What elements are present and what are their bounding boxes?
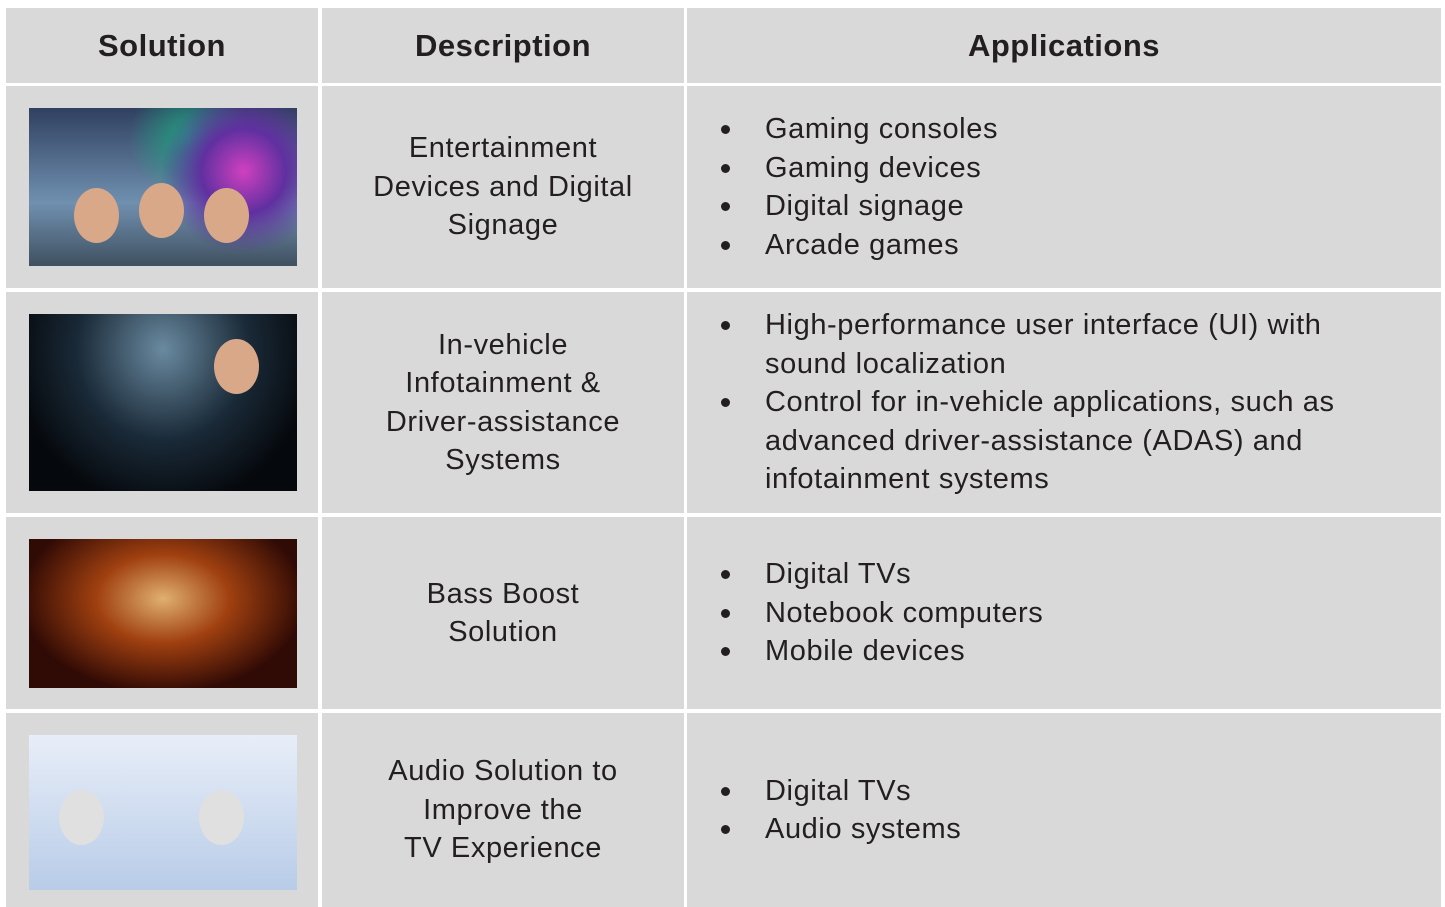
solution-image: [29, 108, 297, 266]
applications-cell: Digital TVs Audio systems: [687, 713, 1441, 907]
applications-cell: High-performance user interface (UI) wit…: [687, 292, 1441, 513]
application-list: Digital TVs Audio systems: [717, 772, 1357, 849]
header-cell: Solution: [6, 8, 318, 83]
description-line: Driver-assistance: [385, 405, 621, 438]
solution-image: [29, 539, 297, 688]
face: [204, 188, 249, 243]
application-item: Control for in-vehicle applications, suc…: [717, 383, 1357, 499]
description-line: Audio Solution to: [388, 755, 618, 788]
application-item: Digital signage: [717, 187, 1357, 226]
solution-cell: [6, 517, 318, 709]
description-line: In-vehicle: [437, 328, 569, 361]
applications-cell: Gaming consoles Gaming devices Digital sig…: [687, 86, 1441, 288]
description-line: Infotainment &: [405, 367, 601, 399]
description-line: Solution: [448, 616, 558, 648]
solution-cell: [6, 292, 318, 513]
face: [199, 790, 244, 845]
description-line: Entertainment: [408, 132, 598, 165]
description-cell: Bass Boost Solution: [322, 517, 684, 709]
header-cell: Applications: [687, 8, 1441, 83]
description-cell: Entertainment Devices and Digital Signage: [322, 86, 684, 288]
description-line: Bass Boost: [426, 577, 580, 610]
application-item: Mobile devices: [717, 632, 1357, 671]
face: [74, 188, 119, 243]
solution-cell: [6, 86, 318, 288]
description-cell: In-vehicle Infotainment & Driver-assistanc…: [322, 292, 684, 513]
face: [139, 183, 184, 238]
application-item: Notebook computers: [717, 594, 1357, 633]
solution-image: [29, 314, 297, 491]
header-cell: Description: [322, 8, 684, 83]
application-list: Gaming consoles Gaming devices Digital sig…: [717, 110, 1357, 264]
application-list: High-performance user interface (UI) wit…: [717, 306, 1357, 499]
solution-cell: [6, 713, 318, 907]
solution-image: [29, 735, 297, 890]
application-item: Digital TVs: [717, 772, 1357, 811]
application-item: Gaming devices: [717, 149, 1357, 188]
description-line: Systems: [445, 444, 561, 476]
application-item: Audio systems: [717, 810, 1357, 849]
application-item: Gaming consoles: [717, 110, 1357, 149]
description-line: Devices and Digital: [373, 170, 633, 203]
face: [59, 790, 104, 845]
application-list: Digital TVs Notebook computers Mobile devi…: [717, 555, 1357, 671]
application-item: High-performance user interface (UI) wit…: [717, 306, 1357, 383]
application-item: Digital TVs: [717, 555, 1357, 594]
description-line: Improve the: [423, 793, 583, 826]
application-item: Arcade games: [717, 226, 1357, 265]
description-cell: Audio Solution to Improve the TV Experienc…: [322, 713, 684, 907]
description-line: Signage: [447, 209, 559, 242]
applications-cell: Digital TVs Notebook computers Mobile devi…: [687, 517, 1441, 709]
face: [214, 339, 259, 394]
description-line: TV Experience: [404, 832, 602, 865]
